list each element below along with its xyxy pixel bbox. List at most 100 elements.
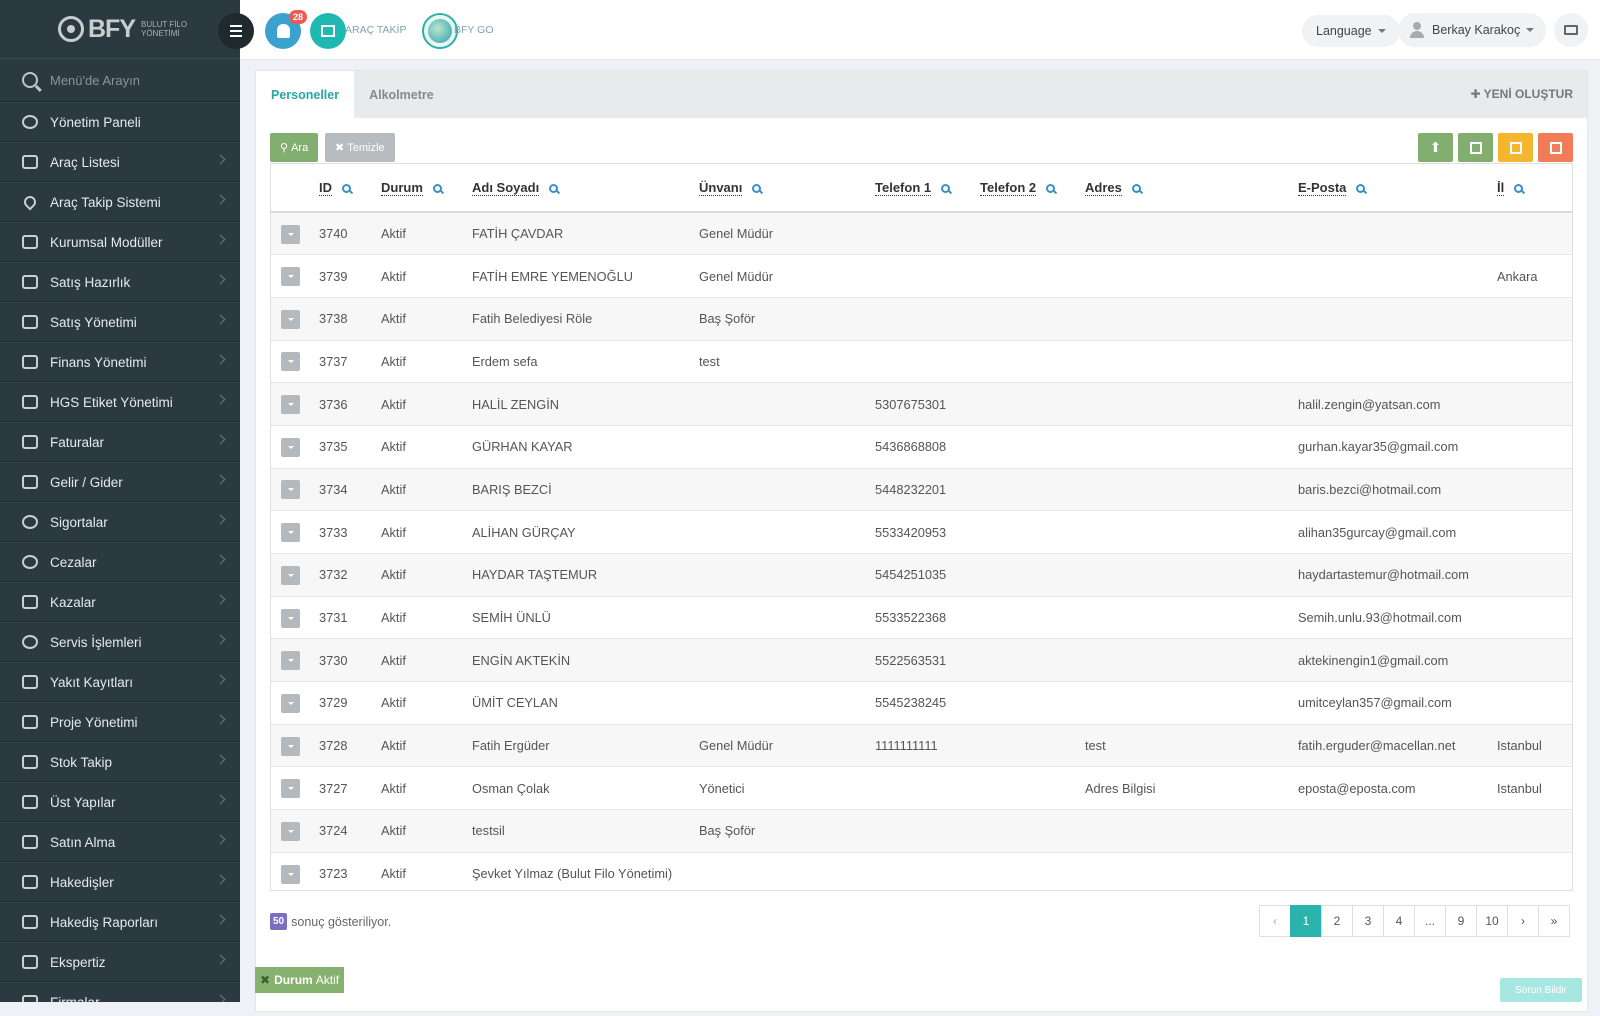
excel-export-button[interactable]: [1458, 133, 1493, 162]
sidebar-item-15[interactable]: Proje Yönetimi: [0, 702, 240, 742]
active-filter-chip[interactable]: ✖ Durum Aktif: [255, 967, 345, 993]
search-icon[interactable]: [1356, 184, 1366, 193]
user-menu[interactable]: Berkay Karakoç: [1398, 13, 1547, 47]
sidebar-item-20[interactable]: Hakediş Raporları: [0, 902, 240, 942]
table-row[interactable]: 3732 Aktif HAYDAR TAŞTEMUR 5454251035 haydar…: [271, 553, 1572, 597]
sidebar-item-19[interactable]: Hakedişler: [0, 862, 240, 902]
sidebar-item-11[interactable]: Cezalar: [0, 542, 240, 582]
sidebar-item-17[interactable]: Üst Yapılar: [0, 782, 240, 822]
table-row[interactable]: 3736 Aktif HALİL ZENGİN 5307675301 halil.zen…: [271, 382, 1572, 426]
column-header[interactable]: Ünvanı: [699, 164, 875, 213]
page-button[interactable]: ...: [1414, 905, 1446, 937]
table-row[interactable]: 3724 Aktif testsil Baş Şoför: [271, 809, 1572, 853]
language-dropdown[interactable]: Language: [1302, 15, 1400, 47]
search-icon[interactable]: [941, 184, 951, 193]
sidebar-item-1[interactable]: Araç Listesi: [0, 142, 240, 182]
column-header[interactable]: İl: [1497, 164, 1572, 213]
logo[interactable]: BFY BULUT FİLO YÖNETİMİ: [0, 0, 240, 58]
table-row[interactable]: 3738 Aktif Fatih Belediyesi Röle Baş Şoför: [271, 297, 1572, 341]
sidebar-item-8[interactable]: Faturalar: [0, 422, 240, 462]
upload-button[interactable]: ⬆: [1418, 133, 1453, 162]
search-button[interactable]: ⚲ Ara: [270, 133, 319, 162]
sidebar-item-12[interactable]: Kazalar: [0, 582, 240, 622]
sidebar-item-2[interactable]: Araç Takip Sistemi: [0, 182, 240, 222]
sidebar-item-14[interactable]: Yakıt Kayıtları: [0, 662, 240, 702]
table-row[interactable]: 3730 Aktif ENGİN AKTEKİN 5522563531 aktekine…: [271, 638, 1572, 683]
sidebar-item-22[interactable]: Firmalar: [0, 982, 240, 1002]
expand-row-button[interactable]: [281, 821, 300, 841]
expand-row-button[interactable]: [281, 565, 300, 585]
page-button[interactable]: »: [1538, 905, 1570, 937]
table-row[interactable]: 3729 Aktif ÜMİT CEYLAN 5545238245 umitceylan…: [271, 681, 1572, 725]
sidebar-item-4[interactable]: Satış Hazırlık: [0, 262, 240, 302]
expand-row-button[interactable]: [281, 736, 300, 756]
table-row[interactable]: 3733 Aktif ALİHAN GÜRÇAY 5533420953 alihan35…: [271, 510, 1572, 554]
sidebar-item-5[interactable]: Satış Yönetimi: [0, 302, 240, 342]
table-row[interactable]: 3739 Aktif FATİH EMRE YEMENOĞLU Genel Müdür…: [271, 254, 1572, 298]
table-row[interactable]: 3723 Aktif Şevket Yılmaz (Bulut Filo Yönet…: [271, 852, 1572, 890]
table-row[interactable]: 3727 Aktif Osman Çolak Yönetici Adres Bilgis…: [271, 766, 1572, 811]
page-button[interactable]: 4: [1383, 905, 1415, 937]
column-header[interactable]: Telefon 1: [875, 164, 980, 213]
column-settings-button[interactable]: [1538, 133, 1573, 162]
expand-row-button[interactable]: [281, 864, 300, 884]
sidebar-item-16[interactable]: Stok Takip: [0, 742, 240, 782]
sidebar-item-7[interactable]: HGS Etiket Yönetimi: [0, 382, 240, 422]
print-button[interactable]: [1498, 133, 1533, 162]
vehicle-tracking-button[interactable]: [310, 13, 346, 49]
expand-row-button[interactable]: [281, 779, 300, 799]
expand-row-button[interactable]: [281, 224, 300, 244]
bfy-go-button[interactable]: [422, 13, 458, 49]
sidebar-item-18[interactable]: Satın Alma: [0, 822, 240, 862]
expand-row-button[interactable]: [281, 651, 300, 671]
column-header[interactable]: E-Posta: [1298, 164, 1497, 213]
sidebar-item-3[interactable]: Kurumsal Modüller: [0, 222, 240, 262]
expand-row-button[interactable]: [281, 437, 300, 457]
expand-row-button[interactable]: [281, 267, 300, 287]
sidebar-item-21[interactable]: Ekspertiz: [0, 942, 240, 982]
search-icon[interactable]: [1046, 184, 1056, 193]
expand-row-button[interactable]: [281, 523, 300, 543]
table-row[interactable]: 3731 Aktif SEMİH ÜNLÜ 5533522368 Semih.unlu.…: [271, 596, 1572, 640]
tab-alkolmetre[interactable]: Alkolmetre: [369, 87, 434, 102]
table-row[interactable]: 3728 Aktif Fatih Ergüder Genel Müdür 1111111…: [271, 724, 1572, 768]
vehicle-tracking-link[interactable]: ARAÇ TAKİP: [345, 24, 407, 36]
expand-row-button[interactable]: [281, 608, 300, 628]
table-row[interactable]: 3737 Aktif Erdem sefa test: [271, 340, 1572, 384]
search-icon[interactable]: [342, 184, 351, 193]
table-row[interactable]: 3734 Aktif BARIŞ BEZCİ 5448232201 baris.bezc…: [271, 468, 1572, 512]
page-button[interactable]: 9: [1445, 905, 1477, 937]
column-header[interactable]: Durum: [381, 164, 472, 213]
expand-row-button[interactable]: [281, 480, 300, 500]
search-icon[interactable]: [432, 184, 442, 193]
page-button[interactable]: ›: [1507, 905, 1539, 937]
page-button[interactable]: 10: [1476, 905, 1508, 937]
sidebar-item-10[interactable]: Sigortalar: [0, 502, 240, 542]
sidebar-item-6[interactable]: Finans Yönetimi: [0, 342, 240, 382]
search-icon[interactable]: [549, 184, 559, 193]
table-row[interactable]: 3735 Aktif GÜRHAN KAYAR 5436868808 gurhan.ka…: [271, 425, 1572, 469]
clear-button[interactable]: ✖ Temizle: [325, 133, 395, 162]
expand-row-button[interactable]: [281, 395, 300, 415]
table-row[interactable]: 3740 Aktif FATİH ÇAVDAR Genel Müdür: [271, 212, 1572, 256]
menu-search[interactable]: Menü'de Arayın: [0, 58, 240, 102]
remove-filter-icon[interactable]: ✖: [260, 973, 271, 987]
search-icon[interactable]: [1514, 184, 1524, 193]
page-button[interactable]: 2: [1321, 905, 1353, 937]
sidebar-item-13[interactable]: Servis İşlemleri: [0, 622, 240, 662]
display-button[interactable]: [1554, 13, 1588, 47]
bfy-go-link[interactable]: BFY GO: [454, 24, 494, 36]
column-header[interactable]: Telefon 2: [980, 164, 1085, 213]
report-issue-button[interactable]: Sorun Bildir: [1500, 978, 1582, 1002]
column-header[interactable]: Adres: [1085, 164, 1298, 213]
search-icon[interactable]: [1131, 184, 1141, 193]
expand-row-button[interactable]: [281, 309, 300, 329]
expand-row-button[interactable]: [281, 352, 300, 372]
sidebar-item-0[interactable]: Yönetim Paneli: [0, 102, 240, 142]
tab-personeller[interactable]: Personeller: [256, 71, 355, 118]
sidebar-item-9[interactable]: Gelir / Gider: [0, 462, 240, 502]
column-header[interactable]: ID: [319, 164, 381, 213]
column-header[interactable]: Adı Soyadı: [472, 164, 699, 213]
menu-toggle-button[interactable]: [218, 13, 254, 49]
create-new-button[interactable]: ✚ YENİ OLUŞTUR: [1470, 87, 1573, 101]
